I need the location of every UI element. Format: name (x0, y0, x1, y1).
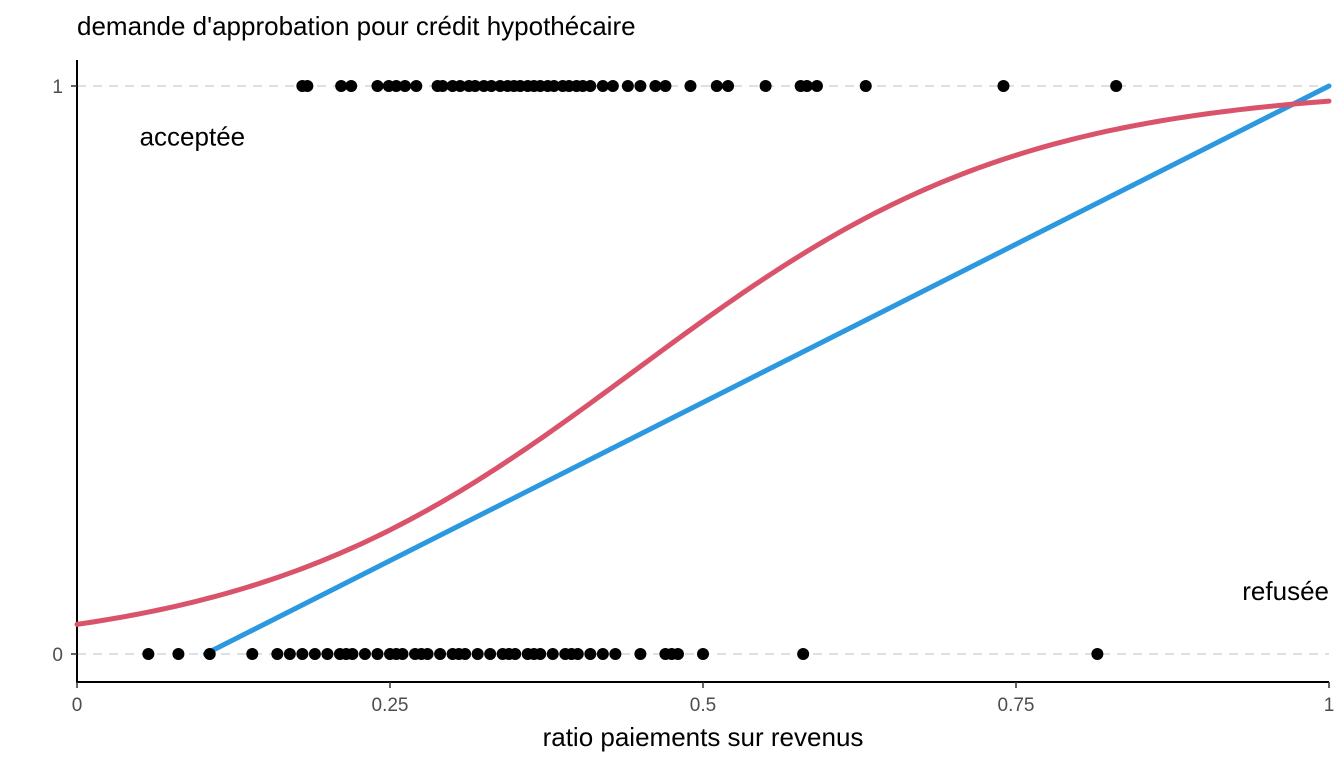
axes (76, 60, 1329, 683)
x-tick-label-0: 0 (72, 695, 83, 716)
point-accepted-4 (371, 80, 384, 92)
point-accepted-1 (301, 80, 314, 92)
point-accepted-42 (800, 80, 813, 92)
point-refused-1 (172, 648, 185, 660)
grid-lines (77, 85, 1329, 655)
point-refused-28 (509, 648, 522, 660)
point-refused-42 (671, 648, 684, 660)
point-refused-38 (609, 648, 622, 660)
point-accepted-3 (345, 80, 358, 92)
point-refused-43 (697, 648, 709, 660)
point-accepted-7 (399, 80, 412, 92)
point-accepted-30 (584, 80, 597, 92)
point-accepted-2 (335, 80, 348, 92)
point-accepted-32 (606, 80, 619, 92)
linear-fit-line (202, 83, 1332, 657)
point-accepted-8 (410, 80, 423, 92)
point-refused-7 (308, 648, 321, 660)
point-refused-12 (358, 648, 371, 660)
point-refused-3 (246, 648, 259, 660)
point-refused-31 (534, 648, 547, 660)
y-ticks: 01 (52, 77, 77, 666)
point-accepted-37 (684, 80, 697, 92)
point-accepted-33 (621, 80, 634, 92)
point-accepted-36 (659, 80, 672, 92)
point-refused-36 (584, 648, 597, 660)
point-refused-25 (484, 648, 497, 660)
point-accepted-10 (436, 80, 449, 92)
point-refused-45 (1091, 648, 1104, 660)
point-accepted-25 (548, 80, 561, 92)
x-axis-title: ratio paiements sur revenus (543, 722, 864, 752)
annotation-1: refusée (1242, 576, 1329, 606)
point-refused-6 (296, 648, 309, 660)
chart-title: demande d'approbation pour crédit hypoth… (77, 11, 636, 41)
point-refused-24 (471, 648, 484, 660)
point-refused-37 (596, 648, 609, 660)
x-tick-label-1: 0.25 (372, 695, 409, 716)
logistic-fit-line (74, 98, 1332, 627)
point-accepted-46 (1110, 80, 1123, 92)
point-refused-44 (797, 648, 810, 660)
point-accepted-39 (722, 80, 735, 92)
point-accepted-12 (454, 80, 467, 92)
point-refused-19 (421, 648, 434, 660)
x-tick-label-4: 1 (1324, 695, 1335, 716)
point-accepted-14 (469, 80, 482, 92)
series-lines (74, 83, 1332, 657)
point-refused-20 (434, 648, 447, 660)
point-refused-8 (321, 648, 334, 660)
point-accepted-34 (634, 80, 647, 92)
point-refused-11 (346, 648, 359, 660)
data-points (142, 80, 1123, 660)
point-accepted-44 (859, 80, 872, 92)
point-accepted-43 (810, 80, 823, 92)
point-refused-13 (371, 648, 384, 660)
point-refused-0 (142, 648, 155, 660)
y-tick-label-1: 1 (52, 77, 63, 98)
x-ticks: 0 0.25 0.5 0.75 1 (72, 682, 1335, 716)
point-refused-2 (203, 648, 216, 660)
point-accepted-40 (759, 80, 772, 92)
point-accepted-45 (997, 80, 1010, 92)
y-tick-label-0: 0 (52, 645, 63, 666)
x-tick-label-3: 0.75 (998, 695, 1035, 716)
annotations: acceptée refusée (140, 122, 1329, 606)
point-accepted-35 (649, 80, 662, 92)
point-refused-4 (271, 648, 284, 660)
point-accepted-38 (710, 80, 723, 92)
point-refused-35 (571, 648, 584, 660)
point-accepted-6 (390, 80, 403, 92)
annotation-0: acceptée (140, 122, 246, 152)
point-refused-39 (634, 648, 647, 660)
point-accepted-31 (596, 80, 609, 92)
point-refused-23 (459, 648, 472, 660)
point-accepted-16 (485, 80, 498, 92)
point-refused-32 (546, 648, 559, 660)
x-tick-label-2: 0.5 (690, 695, 716, 716)
point-refused-16 (396, 648, 409, 660)
point-refused-5 (283, 648, 296, 660)
